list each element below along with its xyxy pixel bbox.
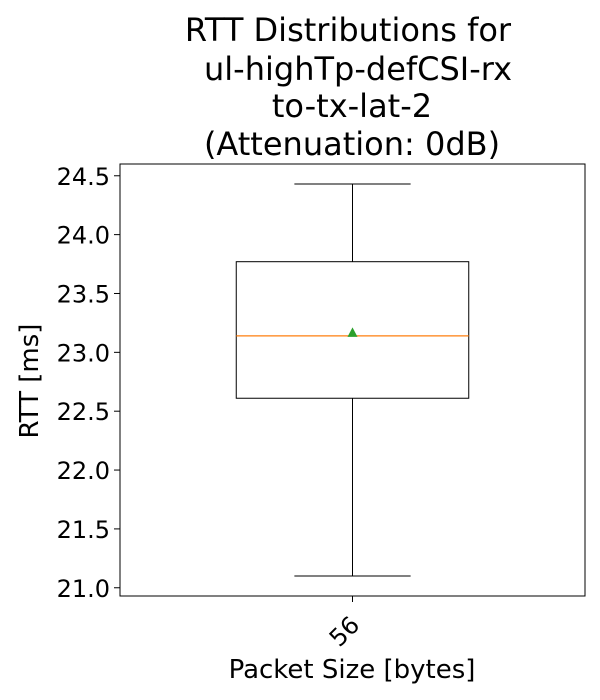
y-tick-label: 22.5 xyxy=(57,398,110,426)
y-tick-label: 21.0 xyxy=(57,575,110,603)
title-line-1: RTT Distributions for xyxy=(185,11,512,49)
x-axis: 56 xyxy=(324,596,365,652)
title-line-3: to-tx-lat-2 xyxy=(272,87,432,125)
box-56 xyxy=(235,183,470,577)
y-axis: 21.0 21.5 22.0 22.5 23.0 23.5 24.0 24.5 xyxy=(57,163,120,603)
y-tick-label: 24.5 xyxy=(57,163,110,191)
box-series xyxy=(235,183,470,577)
y-tick-label: 24.0 xyxy=(57,222,110,250)
title-line-2: ul-highTp-defCSI-rx xyxy=(204,50,512,88)
x-tick-label: 56 xyxy=(324,611,365,652)
title-line-4: (Attenuation: 0dB) xyxy=(204,125,500,163)
y-tick-label: 21.5 xyxy=(57,516,110,544)
y-tick-label: 22.0 xyxy=(57,457,110,485)
iqr-box xyxy=(235,261,470,399)
y-tick-label: 23.5 xyxy=(57,280,110,308)
y-tick-label: 23.0 xyxy=(57,339,110,367)
mean-marker xyxy=(347,327,358,337)
chart-title: RTT Distributions for ul-highTp-defCSI-r… xyxy=(185,11,512,163)
x-axis-label: Packet Size [bytes] xyxy=(229,655,476,685)
y-axis-label: RTT [ms] xyxy=(15,324,45,439)
